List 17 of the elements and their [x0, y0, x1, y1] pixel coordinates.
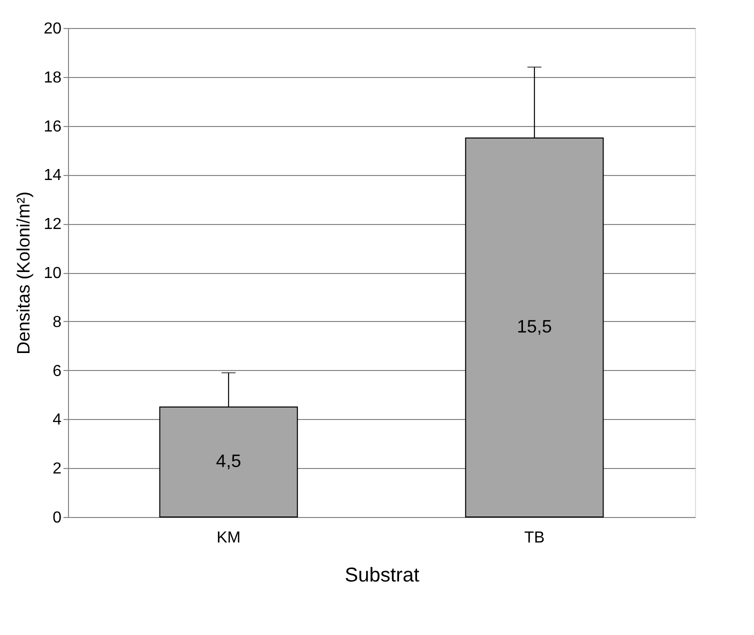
- y-tick-label: 10: [44, 265, 62, 282]
- y-tick-label: 4: [52, 412, 62, 429]
- y-tick-label: 16: [44, 118, 62, 136]
- y-tick-label: 14: [44, 167, 62, 184]
- y-tick-label: 12: [44, 216, 62, 234]
- y-tick-label: 0: [52, 510, 62, 526]
- x-tick-label: KM: [216, 530, 241, 546]
- y-axis-title: Densitas (Koloni/m²): [14, 191, 34, 355]
- y-tick-label: 2: [52, 460, 62, 478]
- y-tick-label: 8: [52, 314, 62, 331]
- x-axis-title: Substrat: [344, 564, 420, 586]
- y-tick-label: 18: [44, 69, 62, 86]
- y-tick-label: 20: [44, 20, 62, 38]
- x-tick-label: TB: [524, 530, 545, 546]
- data-label: 4,5: [216, 450, 242, 471]
- data-label: 15,5: [516, 316, 552, 337]
- y-tick-label: 6: [52, 362, 62, 380]
